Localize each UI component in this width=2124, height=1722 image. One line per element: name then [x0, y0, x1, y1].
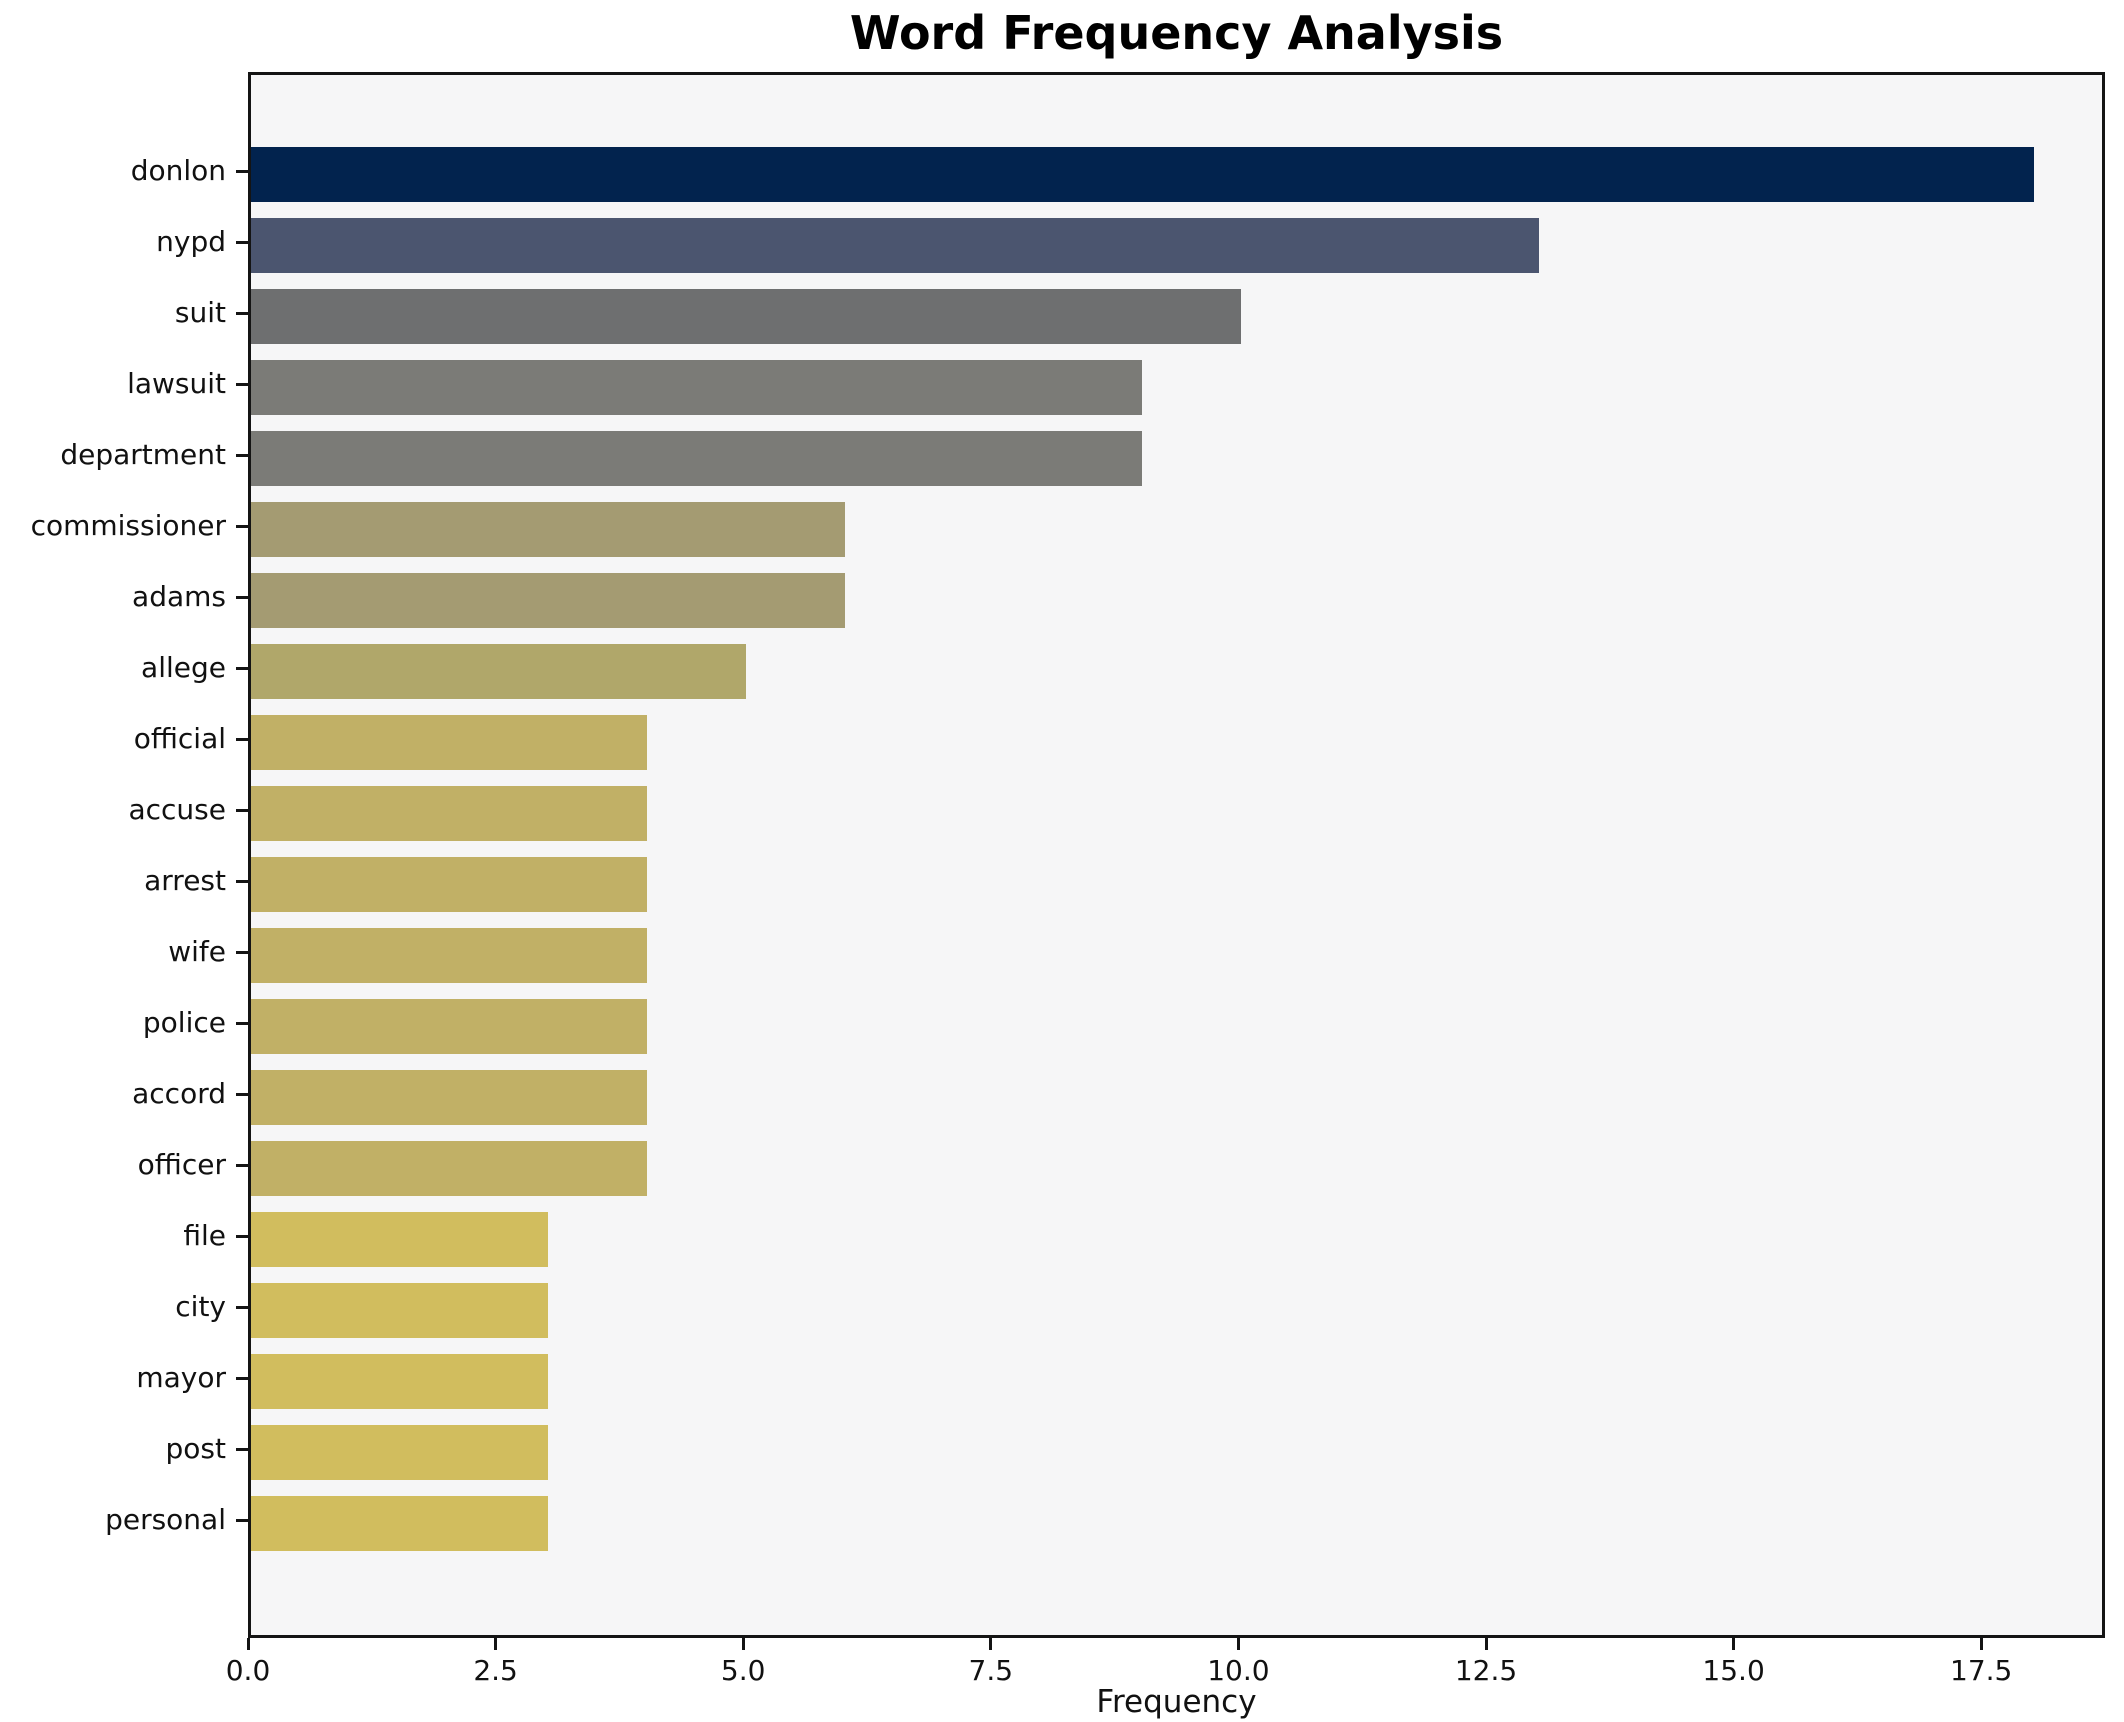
y-tick-mark [236, 1447, 248, 1451]
bar-mayor [251, 1353, 549, 1409]
x-tick-label-15.0: 15.0 [1702, 1654, 1765, 1687]
y-tick-mark [236, 1163, 248, 1167]
y-tick-mark [236, 950, 248, 954]
y-tick-label-accord: accord [132, 1077, 226, 1110]
y-tick-mark [236, 169, 248, 173]
x-tick-mark [741, 1638, 745, 1650]
bar-post [251, 1424, 549, 1480]
y-tick-mark [236, 524, 248, 528]
y-tick-label-adams: adams [132, 580, 226, 613]
bar-file [251, 1211, 549, 1267]
y-axis: donlon nypd suit lawsuit department commissio… [0, 72, 226, 1638]
y-tick-label-wife: wife [168, 935, 226, 968]
x-axis-label: Frequency [1096, 1684, 1257, 1720]
y-tick-label-officer: officer [137, 1148, 226, 1181]
x-tick-label-12.5: 12.5 [1454, 1654, 1518, 1687]
y-tick-label-official: official [133, 722, 226, 755]
y-tick-label-police: police [142, 1006, 226, 1039]
x-tick-mark [1979, 1638, 1983, 1650]
y-tick-label-donlon: donlon [130, 154, 226, 187]
plot-area [248, 72, 2105, 1638]
chart-title: Word Frequency Analysis [849, 6, 1504, 60]
y-tick-mark [236, 311, 248, 315]
bar-accuse [251, 785, 648, 841]
y-tick-label-department: department [60, 438, 226, 471]
y-tick-mark [236, 1305, 248, 1309]
y-tick-label-post: post [165, 1432, 226, 1465]
y-tick-mark [236, 808, 248, 812]
bar-wife [251, 927, 648, 983]
bar-accord [251, 1069, 648, 1125]
bar-personal [251, 1495, 549, 1551]
x-tick-mark [1484, 1638, 1488, 1650]
bar-allege [251, 643, 747, 699]
bar-nypd [251, 217, 1539, 273]
y-tick-mark [236, 1234, 248, 1238]
y-tick-label-mayor: mayor [136, 1361, 226, 1394]
bar-commissioner [251, 501, 846, 557]
y-tick-mark [236, 666, 248, 670]
y-tick-label-file: file [183, 1219, 226, 1252]
y-tick-mark [236, 240, 248, 244]
bar-arrest [251, 856, 648, 912]
x-tick-label-10.0: 10.0 [1207, 1654, 1270, 1687]
bar-suit [251, 288, 1242, 344]
bar-police [251, 998, 648, 1054]
x-tick-mark [1236, 1638, 1240, 1650]
bar-lawsuit [251, 359, 1143, 415]
y-tick-mark [236, 1021, 248, 1025]
y-tick-label-commissioner: commissioner [30, 509, 226, 542]
bar-department [251, 430, 1143, 486]
y-tick-label-city: city [175, 1290, 226, 1323]
y-tick-label-accuse: accuse [128, 793, 226, 826]
bar-adams [251, 572, 846, 628]
x-tick-label-7.5: 7.5 [968, 1654, 1014, 1687]
bar-city [251, 1282, 549, 1338]
y-tick-label-arrest: arrest [144, 864, 226, 897]
x-tick-mark [1732, 1638, 1736, 1650]
bar-officer [251, 1140, 648, 1196]
y-tick-label-suit: suit [174, 296, 226, 329]
y-tick-label-nypd: nypd [156, 225, 226, 258]
x-tick-label-0.0: 0.0 [225, 1654, 271, 1687]
y-tick-mark [236, 1376, 248, 1380]
y-tick-mark [236, 879, 248, 883]
x-tick-mark [246, 1638, 250, 1650]
bar-official [251, 714, 648, 770]
x-tick-label-2.5: 2.5 [473, 1654, 518, 1687]
x-tick-label-5.0: 5.0 [720, 1654, 766, 1687]
y-tick-mark [236, 453, 248, 457]
y-tick-mark [236, 1092, 248, 1096]
y-tick-label-personal: personal [105, 1503, 226, 1536]
y-tick-mark [236, 737, 248, 741]
y-tick-label-lawsuit: lawsuit [127, 367, 226, 400]
y-tick-mark [236, 595, 248, 599]
bar-donlon [251, 146, 2034, 202]
x-tick-label-17.5: 17.5 [1950, 1654, 2013, 1687]
y-tick-mark [236, 382, 248, 386]
y-tick-label-allege: allege [141, 651, 226, 684]
x-tick-mark [989, 1638, 993, 1650]
y-tick-mark [236, 1518, 248, 1522]
x-tick-mark [494, 1638, 498, 1650]
